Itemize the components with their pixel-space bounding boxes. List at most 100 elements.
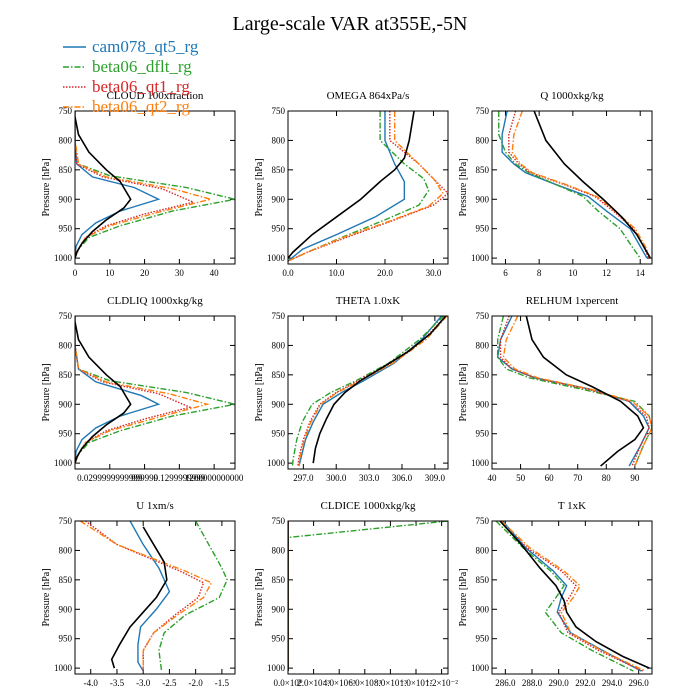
- series-line-beta06_dflt_rg: [495, 521, 634, 672]
- y-axis-label: Pressure [hPa]: [458, 568, 469, 626]
- y-tick-label: 900: [272, 194, 286, 204]
- series-line-beta06_dflt_rg: [158, 521, 228, 672]
- y-tick-label: 1000: [471, 663, 490, 673]
- plot-frame: [287, 315, 449, 470]
- series-group: [496, 316, 652, 467]
- x-tick-label: 80: [602, 473, 612, 483]
- series-line-beta06_qt2_rg: [511, 111, 651, 259]
- x-tick-label: 0.0×10⁰: [274, 678, 303, 688]
- plot-frame: [74, 110, 236, 265]
- y-tick-label: 950: [476, 224, 490, 234]
- series-line-beta06_dflt_rg: [75, 111, 235, 259]
- x-tick-label: 70: [573, 473, 583, 483]
- x-tick-label: 1.0×10⁻²: [400, 678, 433, 688]
- x-tick-label: 8.0×10⁻³: [374, 678, 407, 688]
- x-tick-label: 309.0: [425, 473, 446, 483]
- y-tick-label: 750: [272, 106, 286, 116]
- panel-6: RELHUM 1xpercent Pressure [hPa] 750 800 850 9…: [458, 295, 653, 483]
- x-tick-label: 290.0: [549, 678, 570, 688]
- series-line-beta06_dflt_rg: [291, 316, 445, 467]
- y-axis-label: Pressure [hPa]: [254, 363, 265, 421]
- y-axis-label: Pressure [hPa]: [41, 158, 52, 216]
- panel-title: T 1xK: [558, 500, 586, 512]
- y-tick-label: 800: [272, 545, 286, 555]
- y-tick-label: 850: [476, 165, 490, 175]
- panel-8: CLDICE 1000xkg/kg Pressure [hPa] 750 800 850…: [254, 500, 458, 688]
- y-tick-label: 850: [272, 165, 286, 175]
- series-line-reference: [288, 111, 415, 259]
- y-axis-label: Pressure [hPa]: [458, 363, 469, 421]
- x-tick-label: -2.5: [162, 678, 177, 688]
- series-group: [498, 111, 652, 259]
- x-tick-label: -4.0: [84, 678, 99, 688]
- y-tick-label: 900: [59, 399, 73, 409]
- y-tick-label: 750: [59, 516, 73, 526]
- series-line-beta06_dflt_rg: [498, 111, 641, 259]
- y-tick-label: 750: [476, 516, 490, 526]
- x-tick-label: 2.0×10⁻³: [297, 678, 330, 688]
- y-tick-label: 800: [272, 340, 286, 350]
- plot-frame: [74, 520, 236, 675]
- panel-title: CLOUD 100xfraction: [107, 90, 204, 102]
- plot-frame: [287, 110, 449, 265]
- x-tick-label: 10.0: [329, 268, 345, 278]
- series-line-reference: [110, 526, 168, 669]
- y-tick-label: 950: [476, 429, 490, 439]
- series-group: [288, 521, 448, 672]
- x-tick-label: 60: [545, 473, 555, 483]
- y-tick-label: 900: [272, 399, 286, 409]
- series-line-beta06_qt1_rg: [85, 521, 205, 672]
- plot-frame: [491, 315, 653, 470]
- y-tick-label: 950: [59, 634, 73, 644]
- legend-label: beta06_qt1_rg: [92, 77, 190, 96]
- plot-frame: [491, 110, 653, 265]
- figure-title: Large-scale VAR at355E,-5N: [233, 13, 468, 35]
- x-tick-label: 20: [140, 268, 150, 278]
- series-group: [495, 521, 650, 672]
- series-line-cam078_qt5_rg: [298, 316, 442, 467]
- series-line-beta06_qt2_rg: [79, 521, 213, 672]
- series-line-reference: [75, 321, 132, 464]
- y-axis-label: Pressure [hPa]: [41, 568, 52, 626]
- y-tick-label: 900: [476, 399, 490, 409]
- series-line-beta06_qt2_rg: [500, 521, 646, 672]
- x-tick-label: 0.0: [282, 268, 294, 278]
- y-tick-label: 1000: [267, 663, 286, 673]
- y-tick-label: 1000: [267, 253, 286, 263]
- series-line-beta06_qt1_rg: [499, 316, 650, 467]
- series-line-reference: [499, 521, 650, 669]
- series-line-cam078_qt5_rg: [502, 521, 642, 672]
- y-tick-label: 1000: [54, 458, 73, 468]
- series-line-beta06_qt1_rg: [508, 111, 650, 259]
- y-tick-label: 800: [476, 545, 490, 555]
- y-tick-label: 800: [59, 340, 73, 350]
- y-tick-label: 950: [59, 224, 73, 234]
- panel-5: THETA 1.0xK Pressure [hPa] 750 800 850 900 950…: [254, 295, 449, 483]
- series-line-reference: [533, 111, 652, 259]
- y-tick-label: 800: [59, 545, 73, 555]
- panel-1: CLOUD 100xfraction Pressure [hPa] 750 800 85…: [41, 90, 236, 278]
- x-tick-label: 6.0×10⁻³: [348, 678, 381, 688]
- x-tick-label: 6: [503, 268, 508, 278]
- series-line-beta06_dflt_rg: [288, 111, 430, 262]
- plot-frame: [74, 315, 236, 470]
- x-tick-label: 0.0299999999999: [77, 473, 143, 483]
- plot-frame: [287, 520, 449, 675]
- y-tick-label: 900: [59, 604, 73, 614]
- x-tick-label: -2.0: [189, 678, 204, 688]
- y-tick-label: 750: [476, 311, 490, 321]
- x-tick-label: 20.0: [377, 268, 393, 278]
- y-tick-label: 1000: [471, 253, 490, 263]
- series-line-reference: [75, 116, 132, 259]
- x-tick-label: 303.0: [359, 473, 380, 483]
- series-line-reference: [312, 316, 447, 464]
- panel-2: OMEGA 864xPa/s Pressure [hPa] 750 800 850 900…: [254, 90, 449, 278]
- x-tick-label: 0: [73, 268, 78, 278]
- y-axis-label: Pressure [hPa]: [254, 568, 265, 626]
- y-axis-label: Pressure [hPa]: [41, 363, 52, 421]
- y-tick-label: 850: [59, 575, 73, 585]
- x-tick-label: 8: [537, 268, 542, 278]
- x-tick-label: 294.0: [602, 678, 623, 688]
- series-group: [75, 111, 235, 259]
